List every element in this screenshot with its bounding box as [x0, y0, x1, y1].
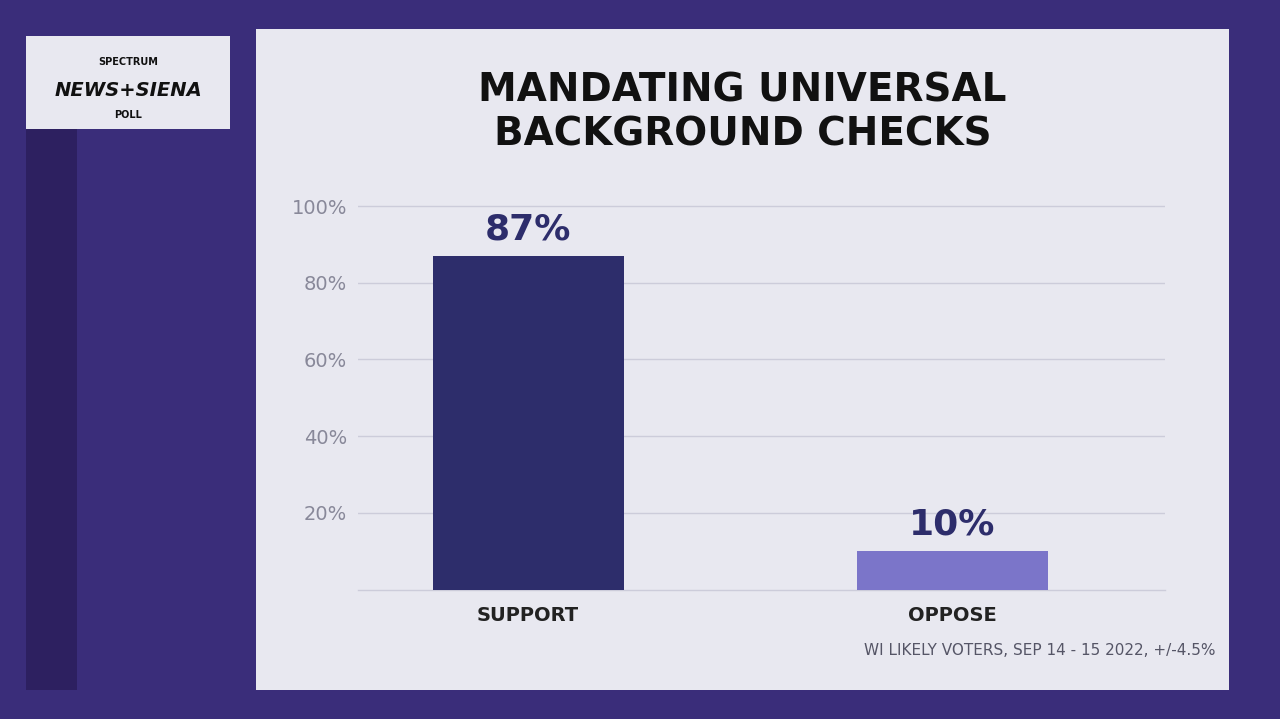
- Text: POLL: POLL: [114, 111, 142, 120]
- Text: SPECTRUM: SPECTRUM: [99, 57, 157, 67]
- Text: MANDATING UNIVERSAL
BACKGROUND CHECKS: MANDATING UNIVERSAL BACKGROUND CHECKS: [479, 72, 1006, 154]
- Text: 10%: 10%: [909, 508, 996, 541]
- Bar: [858, 551, 1048, 590]
- Text: NEWS+SIENA: NEWS+SIENA: [54, 81, 202, 100]
- Text: 87%: 87%: [485, 212, 571, 247]
- Bar: [433, 256, 623, 590]
- Text: WI LIKELY VOTERS, SEP 14 - 15 2022, +/-4.5%: WI LIKELY VOTERS, SEP 14 - 15 2022, +/-4…: [864, 644, 1216, 658]
